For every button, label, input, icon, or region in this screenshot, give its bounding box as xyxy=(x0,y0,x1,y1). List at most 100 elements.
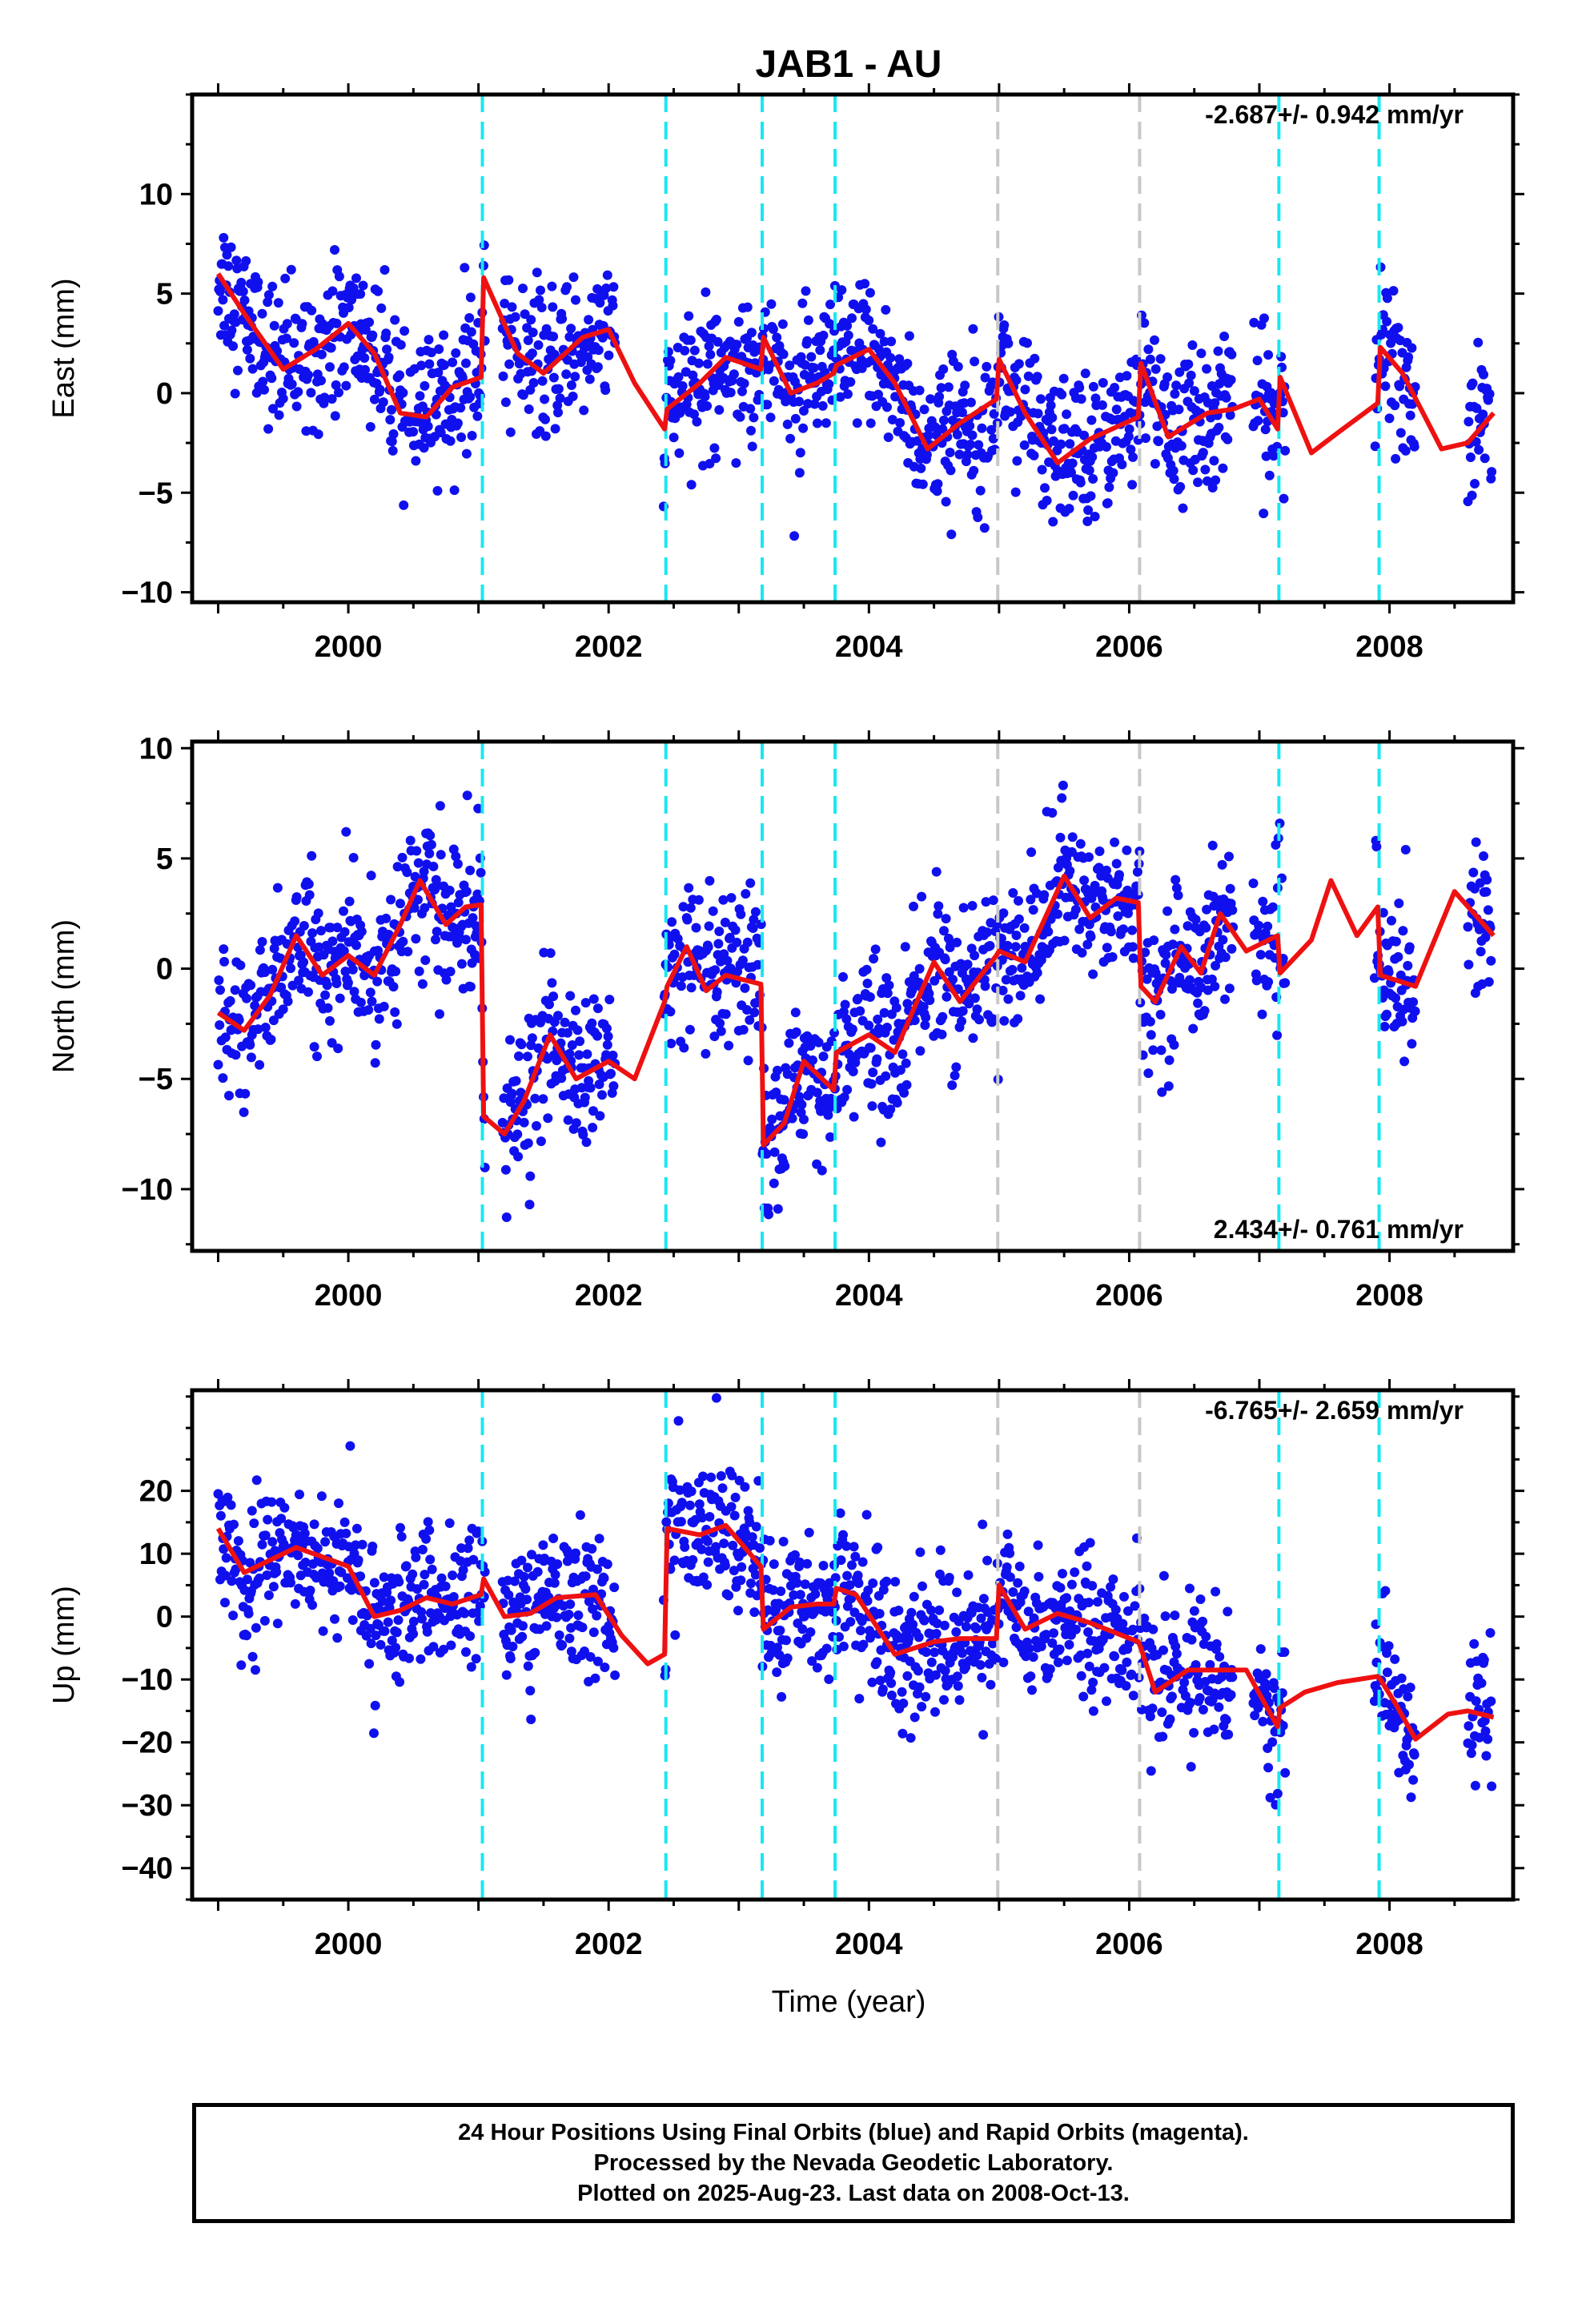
north-data-point xyxy=(1268,902,1278,912)
north-data-point xyxy=(365,987,375,998)
up-data-point xyxy=(877,1684,888,1695)
north-data-point xyxy=(882,1023,892,1032)
east-data-point xyxy=(825,300,835,310)
up-data-point xyxy=(897,1687,907,1697)
east-data-point xyxy=(1155,354,1166,364)
north-data-point xyxy=(866,1079,877,1089)
north-data-point xyxy=(813,1037,824,1047)
north-data-point xyxy=(567,1040,577,1050)
up-data-point xyxy=(661,1517,672,1527)
up-data-point xyxy=(1084,1598,1094,1607)
up-data-point xyxy=(602,1559,612,1570)
east-data-point xyxy=(500,397,511,408)
up-data-point xyxy=(975,1660,986,1670)
east-data-point xyxy=(268,404,278,414)
x-tick-label: 2006 xyxy=(1095,1928,1163,1961)
up-data-point xyxy=(862,1596,873,1606)
east-data-point xyxy=(339,362,349,372)
north-data-point xyxy=(465,865,476,875)
up-data-point xyxy=(885,1667,896,1678)
east-data-point xyxy=(608,300,618,311)
north-data-point xyxy=(500,1164,511,1175)
up-data-point xyxy=(554,1630,564,1640)
up-data-point xyxy=(355,1571,366,1582)
north-data-point xyxy=(299,921,309,931)
north-data-point xyxy=(420,955,431,965)
up-data-point xyxy=(336,1567,347,1578)
east-data-point xyxy=(593,345,604,356)
east-data-point xyxy=(1468,378,1478,388)
east-data-point xyxy=(790,413,801,424)
east-data-point xyxy=(778,349,789,360)
east-data-point xyxy=(269,320,279,331)
north-data-point xyxy=(325,1015,335,1026)
east-data-point xyxy=(1187,340,1198,350)
north-data-point xyxy=(565,991,576,1001)
east-data-point xyxy=(1019,440,1030,450)
east-data-point xyxy=(1150,459,1160,469)
east-data-point xyxy=(568,392,578,401)
x-tick-label: 2008 xyxy=(1355,1279,1423,1313)
north-data-point xyxy=(787,1113,797,1124)
north-data-point xyxy=(452,858,463,869)
north-data-point xyxy=(920,1020,930,1031)
up-data-point xyxy=(249,1518,259,1529)
east-data-point xyxy=(973,513,983,522)
north-data-point xyxy=(1173,891,1183,900)
east-data-point xyxy=(1210,398,1220,408)
up-data-point xyxy=(935,1545,946,1555)
north-data-point xyxy=(678,902,689,912)
east-data-point xyxy=(1088,474,1098,484)
up-data-point xyxy=(549,1578,560,1588)
north-data-point xyxy=(842,1084,853,1095)
north-data-point xyxy=(825,1132,835,1142)
east-data-point xyxy=(1382,293,1392,304)
north-data-point xyxy=(1086,931,1096,942)
north-data-point xyxy=(253,1024,263,1035)
up-data-point xyxy=(423,1517,433,1527)
up-data-point xyxy=(1021,1651,1031,1662)
north-data-point xyxy=(1146,1030,1156,1040)
east-data-point xyxy=(817,400,828,411)
north-data-point xyxy=(1188,1023,1199,1034)
up-data-point xyxy=(921,1691,931,1702)
north-data-point xyxy=(1397,1016,1407,1027)
east-data-point xyxy=(798,423,809,433)
east-data-point xyxy=(1087,452,1098,462)
north-data-point xyxy=(1059,935,1070,946)
north-data-point xyxy=(471,921,481,931)
east-data-point xyxy=(1478,409,1488,420)
up-data-point xyxy=(1406,1792,1416,1803)
east-data-point xyxy=(467,431,477,440)
east-data-point xyxy=(714,404,725,415)
north-data-point xyxy=(1394,899,1404,908)
up-data-point xyxy=(747,1532,757,1542)
up-data-point xyxy=(893,1606,904,1615)
east-data-point xyxy=(842,389,853,400)
up-data-point xyxy=(347,1615,358,1625)
up-data-point xyxy=(1189,1727,1199,1738)
east-data-point xyxy=(1102,498,1113,509)
up-data-point xyxy=(464,1535,475,1546)
north-data-point xyxy=(1404,942,1415,952)
east-data-point xyxy=(331,318,342,328)
up-data-point xyxy=(727,1470,737,1481)
up-data-point xyxy=(807,1656,817,1667)
north-data-point xyxy=(925,995,935,1005)
east-data-point xyxy=(274,410,284,420)
east-data-point xyxy=(825,319,835,329)
north-data-point xyxy=(417,979,428,989)
north-data-point xyxy=(1107,952,1118,962)
north-data-point xyxy=(900,942,910,952)
north-data-point xyxy=(451,851,461,862)
up-data-point xyxy=(575,1510,585,1520)
north-data-point xyxy=(447,931,457,942)
north-data-point xyxy=(525,1171,536,1181)
east-data-point xyxy=(684,311,694,321)
east-data-point xyxy=(326,343,336,353)
up-data-point xyxy=(263,1590,274,1600)
up-data-point xyxy=(909,1591,919,1602)
north-data-point xyxy=(1128,942,1138,952)
up-data-point xyxy=(857,1557,868,1567)
east-data-point xyxy=(553,384,564,394)
